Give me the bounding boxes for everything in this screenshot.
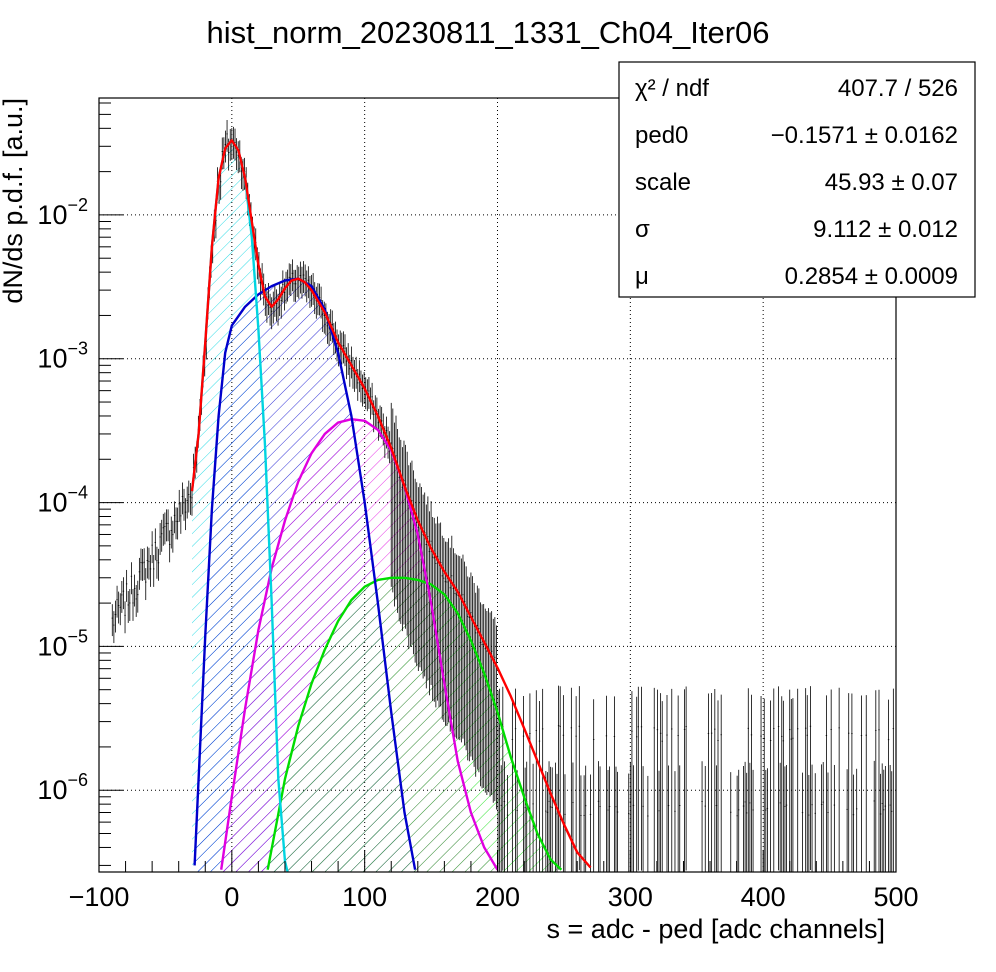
stats-value: 407.7 / 526 (838, 75, 958, 102)
ticks: −100 0 100 200 300 400 500 10−6 10−5 10−4 10−3 10−2 (37, 102, 919, 912)
stats-box-frame (618, 61, 976, 298)
x-tick-label: 200 (475, 882, 520, 912)
x-tick-label: 500 (873, 882, 918, 912)
series-4-fill (267, 577, 562, 872)
stats-label: μ (635, 263, 649, 290)
y-axis-label: dN/ds p.d.f. [a.u.] (0, 98, 28, 304)
stats-label: ped0 (635, 122, 688, 149)
x-tick-label: 0 (224, 882, 239, 912)
chart-title: hist_norm_20230811_1331_Ch04_Iter06 (206, 15, 769, 50)
stats-value: 9.112 ± 0.012 (813, 216, 958, 243)
series-2-curve (193, 277, 417, 870)
stats-label: scale (635, 169, 691, 196)
x-tick-label: −100 (69, 882, 130, 912)
y-tick-label: 10−2 (37, 195, 88, 230)
stats-value: −0.1571 ± 0.0162 (771, 122, 958, 149)
series-0-curve (190, 139, 592, 869)
series-3-curve (220, 418, 499, 871)
y-tick-label: 10−5 (37, 626, 88, 661)
stats-box: χ² / ndf 407.7 / 526 ped0 −0.1571 ± 0.0162 s… (618, 61, 976, 298)
stats-label: χ² / ndf (635, 75, 709, 102)
series-4-curve (266, 576, 563, 871)
x-axis-label: s = adc - ped [adc channels] (547, 914, 885, 944)
data-layer (111, 119, 895, 872)
x-tick-label: 400 (741, 882, 786, 912)
y-tick-label: 10−6 (37, 770, 88, 805)
x-tick-label: 100 (342, 882, 387, 912)
x-tick-label: 300 (608, 882, 653, 912)
stats-value: 0.2854 ± 0.0009 (785, 263, 958, 290)
y-tick-label: 10−4 (37, 483, 88, 518)
stats-value: 45.93 ± 0.07 (825, 169, 958, 196)
y-tick-label: 10−3 (37, 339, 88, 374)
stats-label: σ (635, 216, 650, 243)
